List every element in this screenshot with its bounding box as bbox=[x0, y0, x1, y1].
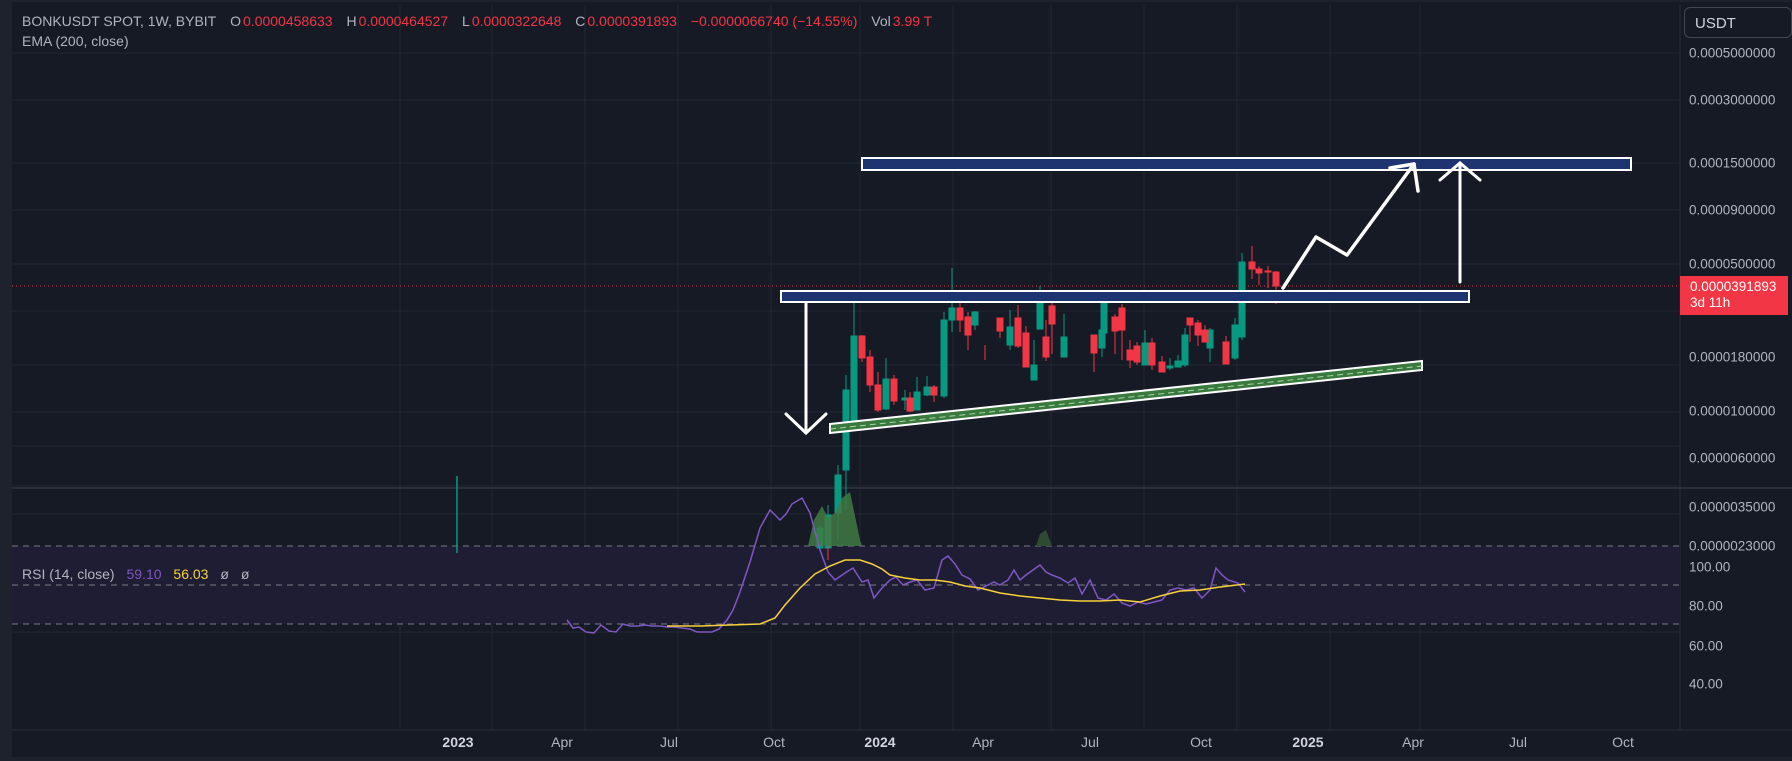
low-value: 0.0000322648 bbox=[471, 13, 562, 29]
rsi-ma-line bbox=[667, 559, 1246, 627]
currency-selector[interactable]: USDT bbox=[1684, 7, 1792, 38]
measured-move-arrow-down-icon[interactable] bbox=[784, 301, 828, 436]
rsi-ma-value: 56.03 bbox=[173, 566, 209, 582]
target-zone[interactable] bbox=[861, 157, 1632, 171]
ascending-trendline[interactable] bbox=[829, 359, 1423, 435]
open-value: 0.0000458633 bbox=[243, 13, 333, 29]
ema-indicator-label[interactable]: EMA (200, close) bbox=[22, 33, 129, 49]
rsi-overbought-fill bbox=[808, 492, 862, 546]
volume-value: 3.99 T bbox=[892, 13, 933, 29]
current-price-tag: 0.0000391893 3d 11h bbox=[1680, 276, 1788, 315]
high-value: 0.0000464527 bbox=[358, 13, 449, 29]
rsi-legend: RSI (14, close) 59.10 56.03 ø ø bbox=[22, 566, 250, 582]
projection-arrow-up-icon[interactable] bbox=[1438, 161, 1482, 284]
rsi-band bbox=[12, 546, 1680, 624]
symbol-legend: BONKUSDT SPOT, 1W, BYBIT O 0.0000458633 H… bbox=[22, 13, 933, 29]
rsi-title[interactable]: RSI (14, close) bbox=[22, 566, 115, 582]
chart-frame[interactable] bbox=[12, 2, 1792, 757]
resistance-zone[interactable] bbox=[780, 290, 1470, 303]
bar-countdown: 3d 11h bbox=[1690, 295, 1731, 310]
rsi-line bbox=[566, 496, 1246, 634]
change-value: −0.0000066740 (−14.55%) bbox=[690, 13, 858, 29]
path-projection-arrow-icon[interactable] bbox=[1281, 162, 1420, 290]
rsi-value: 59.10 bbox=[126, 566, 162, 582]
close-value: 0.0000391893 bbox=[587, 13, 677, 29]
symbol-title[interactable]: BONKUSDT SPOT, 1W, BYBIT bbox=[22, 13, 217, 29]
